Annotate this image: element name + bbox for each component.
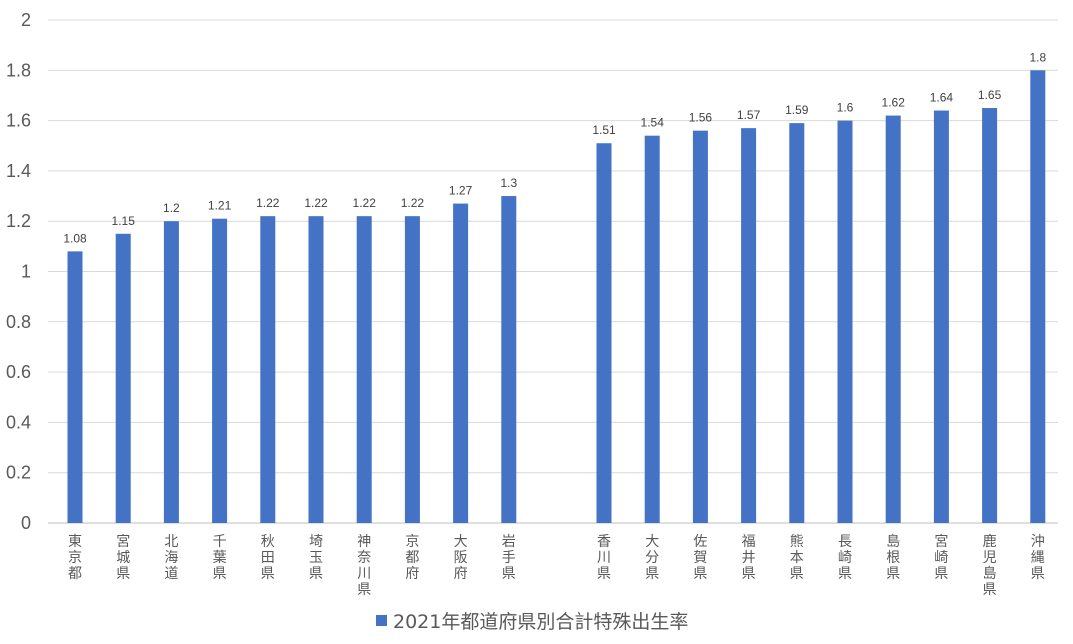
data-label: 1.56	[689, 111, 713, 125]
data-label: 1.59	[785, 103, 809, 117]
x-tick-label: 島根県	[886, 534, 900, 582]
data-label: 1.8	[1029, 50, 1046, 64]
y-axis: 0 0.2 0.4 0.6 0.8 1 1.2 1.4 1.6 1.8 2	[6, 10, 31, 533]
x-tick-label: 宮崎県	[934, 534, 948, 582]
bar	[741, 128, 757, 523]
x-tick-label: 大阪府	[454, 534, 468, 582]
x-tick-label: 大分県	[645, 534, 659, 582]
x-tick-label: 香川県	[597, 534, 611, 582]
x-tick-label: 秋田県	[261, 534, 275, 582]
bar	[115, 233, 131, 523]
x-tick-label: 長崎県	[838, 534, 852, 582]
data-label: 1.65	[978, 88, 1002, 102]
y-tick-label: 1.2	[6, 211, 31, 231]
bar	[260, 216, 276, 524]
data-label: 1.6	[837, 101, 854, 115]
y-tick-label: 0	[21, 513, 31, 533]
data-label: 1.22	[304, 196, 328, 210]
data-label: 1.54	[641, 116, 665, 130]
data-label: 1.22	[401, 196, 425, 210]
x-tick-label: 埼玉県	[309, 534, 323, 582]
y-tick-label: 1.6	[6, 111, 31, 131]
data-label: 1.2	[163, 201, 180, 215]
data-label: 1.57	[737, 108, 761, 122]
y-tick-label: 1.8	[6, 60, 31, 80]
x-tick-label: 福井県	[742, 534, 756, 582]
bar	[837, 120, 853, 523]
x-tick-label: 沖縄県	[1031, 534, 1045, 582]
bar	[692, 130, 708, 523]
x-tick-label: 鹿児島県	[983, 533, 997, 598]
y-tick-label: 2	[21, 10, 31, 30]
data-label: 1.22	[256, 196, 280, 210]
x-tick-label: 岩手県	[502, 534, 516, 582]
y-tick-label: 1	[21, 262, 31, 282]
data-label: 1.64	[930, 91, 954, 105]
data-label: 1.51	[592, 123, 616, 137]
legend: 2021年都道府県別合計特殊出生率	[376, 611, 688, 633]
gridlines	[48, 19, 1058, 524]
x-tick-label: 東京都	[68, 534, 82, 582]
data-label: 1.22	[353, 196, 377, 210]
y-tick-label: 1.4	[6, 161, 31, 181]
bar	[163, 221, 179, 523]
bar	[356, 216, 372, 524]
data-label: 1.21	[208, 199, 232, 213]
x-tick-label: 佐賀県	[693, 534, 707, 582]
bar	[644, 135, 660, 523]
x-tick-label: 千葉県	[213, 534, 227, 582]
data-labels: 1.08 1.15 1.2 1.21 1.22 1.22 1.22 1.22 1.27 1.3 1.…	[63, 50, 1046, 245]
bar	[404, 216, 420, 524]
data-label: 1.15	[112, 214, 136, 228]
x-axis: 東京都 宮城県 北海道 千葉県 秋田県 埼玉県 神奈川県 京都府 大阪府 岩手県 香川県 大分県 佐賀県…	[68, 533, 1045, 598]
x-tick-label: 宮城県	[116, 534, 130, 582]
bar	[982, 108, 998, 524]
data-label: 1.3	[500, 176, 517, 190]
data-label: 1.27	[449, 184, 473, 198]
bar	[453, 203, 469, 523]
x-tick-label: 神奈川県	[357, 534, 371, 598]
bar	[212, 218, 228, 523]
data-label: 1.08	[63, 231, 87, 245]
bar	[67, 251, 83, 523]
bar	[1030, 70, 1046, 524]
y-tick-label: 0.4	[6, 412, 31, 432]
bar	[885, 115, 901, 523]
bar	[501, 196, 517, 524]
bars	[67, 70, 1046, 524]
bar	[933, 110, 949, 523]
y-tick-label: 0.8	[6, 312, 31, 332]
x-tick-label: 京都府	[405, 534, 419, 582]
x-tick-label: 北海道	[164, 534, 178, 582]
y-tick-label: 0.2	[6, 463, 31, 483]
bar	[789, 123, 805, 524]
bar	[308, 216, 324, 524]
legend-label: 2021年都道府県別合計特殊出生率	[393, 611, 688, 633]
x-tick-label: 熊本県	[790, 534, 804, 582]
data-label: 1.62	[882, 96, 906, 110]
y-tick-label: 0.6	[6, 362, 31, 382]
legend-swatch	[376, 615, 387, 626]
bar	[596, 143, 612, 524]
